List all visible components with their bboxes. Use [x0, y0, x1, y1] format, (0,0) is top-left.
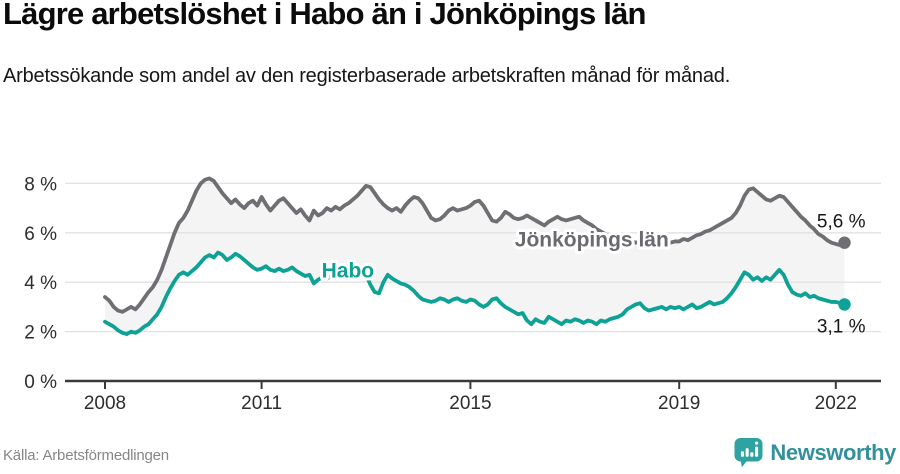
- y-tick-label-4: 4 %: [24, 273, 57, 294]
- source-note: Källa: Arbetsförmedlingen: [3, 447, 169, 464]
- end-value-label-j-nk-pings-l-n: 5,6 %: [817, 212, 866, 233]
- end-dot-j-nk-pings-l-n: [838, 236, 851, 249]
- x-tick-label-2019: 2019: [658, 393, 700, 414]
- series-line-habo: [103, 250, 847, 336]
- newsworthy-logo: Newsworthy: [734, 437, 896, 468]
- y-tick-label-0: 0 %: [24, 372, 57, 393]
- end-value-label-habo: 3,1 %: [817, 316, 866, 337]
- series-annotation-j-nk-pings-l-n: Jönköpings län: [515, 228, 669, 251]
- y-tick-label-2: 2 %: [24, 323, 57, 344]
- chart-subtitle: Arbetssökande som andel av den registerb…: [3, 65, 731, 87]
- x-tick-label-2022: 2022: [815, 393, 857, 414]
- fill-between-series: [105, 178, 845, 335]
- series-line-j-nk-pings-l-n: [103, 176, 847, 314]
- unemployment-line-chart: 2008 2011 2015 2019 2022 0 % 2 % 4 % 6 % 8 % Habo J…: [24, 174, 881, 414]
- x-tick-label-2008: 2008: [84, 393, 126, 414]
- y-tick-label-8: 8 %: [24, 174, 57, 195]
- x-tick-label-2015: 2015: [449, 393, 491, 414]
- newsworthy-bubble-chart-icon: [734, 438, 763, 468]
- y-tick-label-6: 6 %: [24, 224, 57, 245]
- end-dot-habo: [838, 298, 851, 311]
- chart-title: Lägre arbetslöshet i Habo än i Jönköping…: [3, 0, 646, 31]
- brand-name: Newsworthy: [770, 439, 896, 465]
- x-tick-label-2011: 2011: [241, 393, 282, 414]
- series-annotation-habo: Habo: [322, 259, 375, 282]
